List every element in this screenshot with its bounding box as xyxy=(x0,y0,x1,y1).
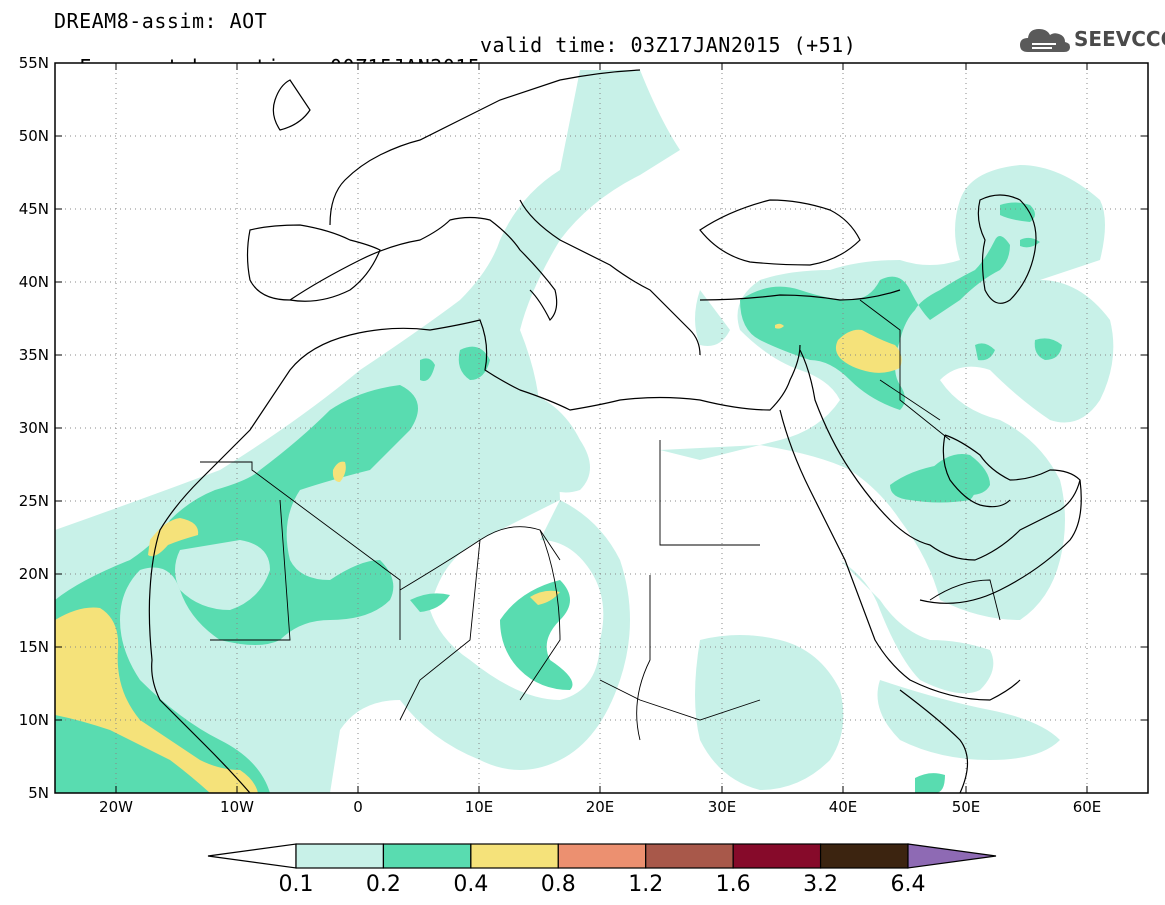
lat-label: 45N xyxy=(19,200,49,218)
lon-label: 0 xyxy=(353,798,363,816)
colorbar-box xyxy=(645,843,734,869)
colorbar-label: 1.2 xyxy=(628,872,663,897)
lat-label: 40N xyxy=(19,273,49,291)
colorbar-label: 0.2 xyxy=(366,872,401,897)
colorbar-box xyxy=(732,843,822,869)
lon-label: 10W xyxy=(220,798,254,816)
lat-label: 35N xyxy=(19,346,49,364)
colorbar-box xyxy=(819,843,909,869)
seevccc-logo: SEEVCCC xyxy=(1018,24,1165,58)
colorbar-box xyxy=(470,843,559,869)
colorbar-label: 0.4 xyxy=(453,872,488,897)
lat-label: 55N xyxy=(19,54,49,72)
colorbar-label: 6.4 xyxy=(891,872,926,897)
lon-label: 30E xyxy=(708,798,737,816)
colorbar: 0.1 0.2 0.4 0.8 1.2 1.6 3.2 6.4 xyxy=(207,843,997,897)
colorbar-over-triangle xyxy=(907,843,997,869)
lon-label: 20E xyxy=(586,798,615,816)
lon-ticks xyxy=(115,63,1088,793)
colorbar-label: 1.6 xyxy=(716,872,751,897)
colorbar-box xyxy=(557,843,647,869)
lat-label: 25N xyxy=(19,492,49,510)
colorbar-box xyxy=(382,843,472,869)
logo-text: SEEVCCC xyxy=(1074,27,1165,51)
lat-label: 5N xyxy=(28,784,49,802)
colorbar-under-triangle xyxy=(207,843,297,869)
colorbar-label: 0.8 xyxy=(541,872,576,897)
coastlines xyxy=(148,69,1082,793)
lon-axis: 20W 10W 0 10E 20E 30E 40E 50E 60E xyxy=(99,798,1101,816)
aot-level-0.4 xyxy=(55,323,902,793)
colorbar-label: 3.2 xyxy=(803,872,838,897)
lon-label: 40E xyxy=(829,798,858,816)
lat-label: 15N xyxy=(19,638,49,656)
valid-time: valid time: 03Z17JAN2015 (+51) xyxy=(480,33,857,57)
lat-label: 20N xyxy=(19,565,49,583)
lon-label: 50E xyxy=(952,798,981,816)
lat-label: 10N xyxy=(19,711,49,729)
lon-label: 60E xyxy=(1073,798,1102,816)
cloud-icon xyxy=(1020,29,1070,52)
lat-label: 30N xyxy=(19,419,49,437)
lat-axis: 55N 50N 45N 40N 35N 30N 25N 20N 15N 10N … xyxy=(19,54,49,802)
lat-label: 50N xyxy=(19,127,49,145)
colorbar-box xyxy=(295,843,385,869)
aot-fields xyxy=(55,63,1148,793)
graticule xyxy=(55,63,1148,793)
colorbar-label: 0.1 xyxy=(279,872,314,897)
lon-label: 10E xyxy=(465,798,494,816)
lon-label: 20W xyxy=(99,798,133,816)
map-title: DREAM8-assim: AOT xyxy=(54,9,268,33)
lat-ticks xyxy=(55,135,1148,721)
country-borders xyxy=(200,299,1001,741)
